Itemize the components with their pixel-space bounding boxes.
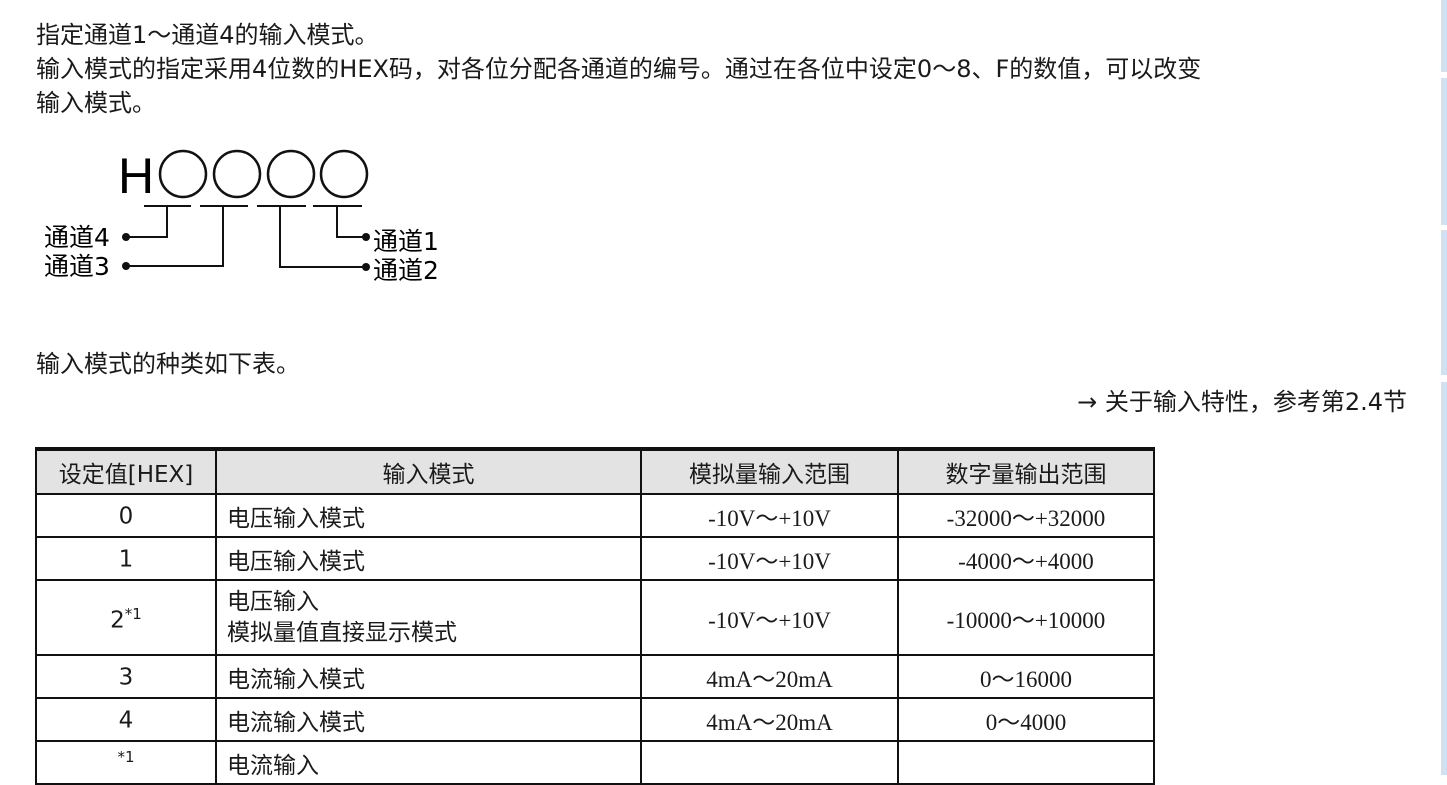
footnote-mark: *1 bbox=[117, 748, 135, 767]
intro-line-2: 输入模式的指定采用4位数的HEX码，对各位分配各通道的编号。通过在各位中设定0～… bbox=[36, 55, 1202, 83]
analog-range: -10V～+10V bbox=[640, 579, 899, 656]
input-mode-table: 设定值[HEX] 输入模式 模拟量输入范围 数字量输出范围 0 电压输入模式 -… bbox=[35, 447, 1155, 785]
hex-prefix: H bbox=[118, 148, 154, 204]
label-channel-2: 通道2 bbox=[373, 256, 439, 285]
mode-cell: 电压输入模式 bbox=[215, 536, 642, 581]
table-row: 3 电流输入模式 4mA～20mA 0～16000 bbox=[35, 654, 1155, 699]
footnote-mark: *1 bbox=[124, 604, 142, 623]
mode-cell: 电流输入模式 bbox=[215, 654, 642, 699]
label-channel-1: 通道1 bbox=[373, 227, 439, 256]
side-scroll-strip bbox=[1441, 382, 1447, 775]
digital-range: 0～16000 bbox=[897, 654, 1155, 699]
value-text: 2 bbox=[110, 607, 125, 634]
header-digital: 数字量输出范围 bbox=[897, 447, 1155, 495]
setting-value: 3 bbox=[35, 654, 217, 699]
table-intro: 输入模式的种类如下表。 bbox=[36, 350, 300, 378]
digital-range bbox=[897, 740, 1155, 785]
reference-link[interactable]: → 关于输入特性，参考第2.4节 bbox=[1077, 388, 1407, 416]
table-row: 4 电流输入模式 4mA～20mA 0～4000 bbox=[35, 697, 1155, 742]
setting-value: 2*1 bbox=[35, 579, 217, 656]
mode-cell: 电压输入模拟量值直接显示模式 bbox=[215, 579, 642, 656]
value-text: 1 bbox=[118, 546, 134, 573]
table-row: 1 电压输入模式 -10V～+10V -4000～+4000 bbox=[35, 536, 1155, 581]
mode-cell: 电流输入 bbox=[215, 740, 642, 785]
header-mode: 输入模式 bbox=[215, 447, 642, 495]
side-scroll-strip bbox=[1441, 230, 1447, 375]
table-row: 0 电压输入模式 -10V～+10V -32000～+32000 bbox=[35, 493, 1155, 538]
mode-text: 电流输入模式 bbox=[227, 709, 365, 736]
value-text: 4 bbox=[118, 707, 134, 734]
setting-value: *1 bbox=[35, 740, 217, 785]
digital-range: -4000～+4000 bbox=[897, 536, 1155, 581]
mode-cell: 电流输入模式 bbox=[215, 697, 642, 742]
setting-value: 0 bbox=[35, 493, 217, 538]
mode-text: 电压输入 bbox=[227, 588, 319, 615]
channel-assignment-diagram: H 通道4 通道3 通道1 通道2 bbox=[44, 148, 439, 285]
intro-line-3: 输入模式。 bbox=[36, 89, 156, 117]
intro-line-1: 指定通道1～通道4的输入模式。 bbox=[36, 21, 379, 49]
mode-text: 电流输入 bbox=[227, 752, 319, 779]
digital-range: -10000～+10000 bbox=[897, 579, 1155, 656]
value-text: 3 bbox=[118, 664, 134, 691]
analog-range bbox=[640, 740, 899, 785]
side-scroll-strip bbox=[1441, 78, 1447, 225]
mode-text: 电压输入模式 bbox=[227, 548, 365, 575]
side-scroll-strip bbox=[1441, 0, 1447, 72]
table-header-row: 设定值[HEX] 输入模式 模拟量输入范围 数字量输出范围 bbox=[35, 447, 1155, 495]
setting-value: 4 bbox=[35, 697, 217, 742]
mode-text-2: 模拟量值直接显示模式 bbox=[227, 619, 457, 646]
setting-value: 1 bbox=[35, 536, 217, 581]
analog-range: -10V～+10V bbox=[640, 493, 899, 538]
label-channel-3: 通道3 bbox=[44, 252, 110, 281]
analog-range: 4mA～20mA bbox=[640, 697, 899, 742]
table-row: 2*1 电压输入模拟量值直接显示模式 -10V～+10V -10000～+100… bbox=[35, 579, 1155, 656]
digital-range: -32000～+32000 bbox=[897, 493, 1155, 538]
analog-range: -10V～+10V bbox=[640, 536, 899, 581]
analog-range: 4mA～20mA bbox=[640, 654, 899, 699]
label-channel-4: 通道4 bbox=[44, 223, 110, 252]
digital-range: 0～4000 bbox=[897, 697, 1155, 742]
value-text: 0 bbox=[118, 503, 134, 530]
table-row: *1 电流输入 bbox=[35, 740, 1155, 785]
mode-cell: 电压输入模式 bbox=[215, 493, 642, 538]
header-analog: 模拟量输入范围 bbox=[640, 447, 899, 495]
mode-text: 电压输入模式 bbox=[227, 505, 365, 532]
header-setting: 设定值[HEX] bbox=[35, 447, 217, 495]
mode-text: 电流输入模式 bbox=[227, 666, 365, 693]
